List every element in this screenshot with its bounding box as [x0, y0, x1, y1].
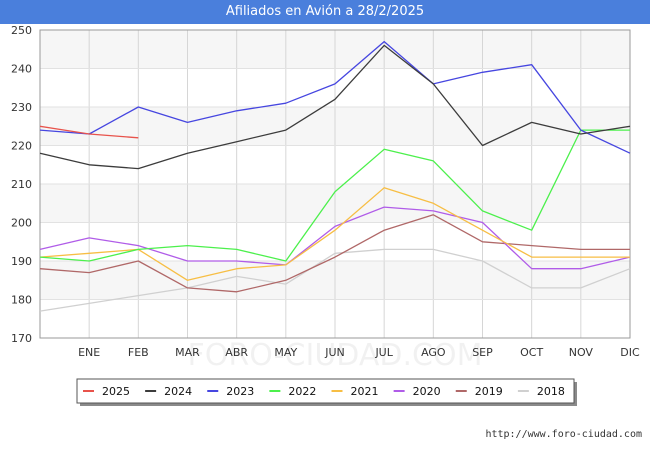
x-tick-label: JUN	[324, 346, 345, 359]
x-tick-label: ENE	[78, 346, 100, 359]
legend-label-2020: 2020	[413, 385, 441, 398]
plot-frame	[39, 29, 631, 339]
x-tick-label: AGO	[421, 346, 446, 359]
legend-box	[76, 378, 575, 404]
x-tick-label: MAR	[175, 346, 200, 359]
series-line-2023	[39, 40, 631, 154]
series-line-2022	[39, 129, 630, 262]
legend-label-2025: 2025	[102, 385, 130, 398]
y-tick-label: 170	[11, 332, 32, 345]
legend-label-2022: 2022	[288, 385, 316, 398]
y-tick-label: 220	[11, 140, 32, 153]
x-tick-label: FEB	[128, 346, 149, 359]
x-tick-label: MAY	[274, 346, 297, 359]
series-line-2025	[39, 125, 139, 139]
y-tick-label: 240	[11, 63, 32, 76]
legend-label-2018: 2018	[537, 385, 565, 398]
legend-label-2024: 2024	[164, 385, 192, 398]
series-line-2018	[39, 248, 631, 312]
series-line-2020	[39, 206, 631, 270]
y-tick-label: 210	[11, 178, 32, 191]
y-tick-label: 230	[11, 101, 32, 114]
x-tick-label: JUL	[374, 346, 393, 359]
series-line-2019	[39, 214, 630, 293]
y-tick-label: 250	[11, 24, 32, 37]
chart-title: Afiliados en Avión a 28/2/2025	[0, 0, 650, 24]
x-tick-label: OCT	[520, 346, 543, 359]
legend-label-2019: 2019	[475, 385, 503, 398]
y-tick-label: 190	[11, 255, 32, 268]
legend-label-2023: 2023	[226, 385, 254, 398]
y-tick-label: 180	[11, 294, 32, 307]
x-tick-label: SEP	[472, 346, 493, 359]
footer-url[interactable]: http://www.foro-ciudad.com	[485, 429, 642, 440]
x-tick-label: ABR	[225, 346, 248, 359]
x-tick-label: NOV	[569, 346, 594, 359]
y-tick-label: 200	[11, 217, 32, 230]
watermark-text: FORO-CIUDAD.COM	[188, 338, 483, 373]
x-tick-label: DIC	[620, 346, 640, 359]
series-line-2024	[39, 44, 631, 170]
legend-label-2021: 2021	[351, 385, 379, 398]
